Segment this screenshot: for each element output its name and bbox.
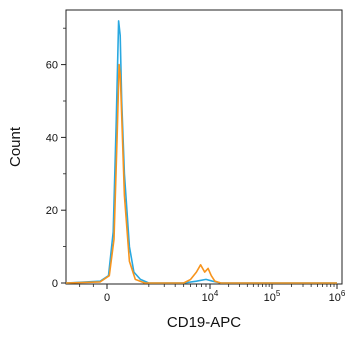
x-tick-label: 106: [329, 289, 346, 304]
x-axis-title: CD19-APC: [167, 314, 241, 331]
series-group: [65, 20, 337, 284]
y-axis-title: Count: [7, 126, 24, 167]
y-tick-label: 0: [52, 278, 58, 290]
plot-frame: [65, 9, 343, 285]
x-tick-label: 0: [104, 292, 110, 304]
y-tick-label: 60: [46, 60, 58, 72]
x-tick-label: 105: [264, 289, 281, 304]
y-tick-label: 40: [46, 132, 58, 144]
y-tick-label: 20: [46, 205, 58, 217]
series-line-2: [65, 63, 337, 284]
y-axis: 0 20 40 60: [46, 27, 66, 290]
x-axis: 0 104 105 106: [79, 284, 346, 304]
series-line-1: [65, 20, 337, 284]
x-tick-label: 104: [202, 289, 219, 304]
